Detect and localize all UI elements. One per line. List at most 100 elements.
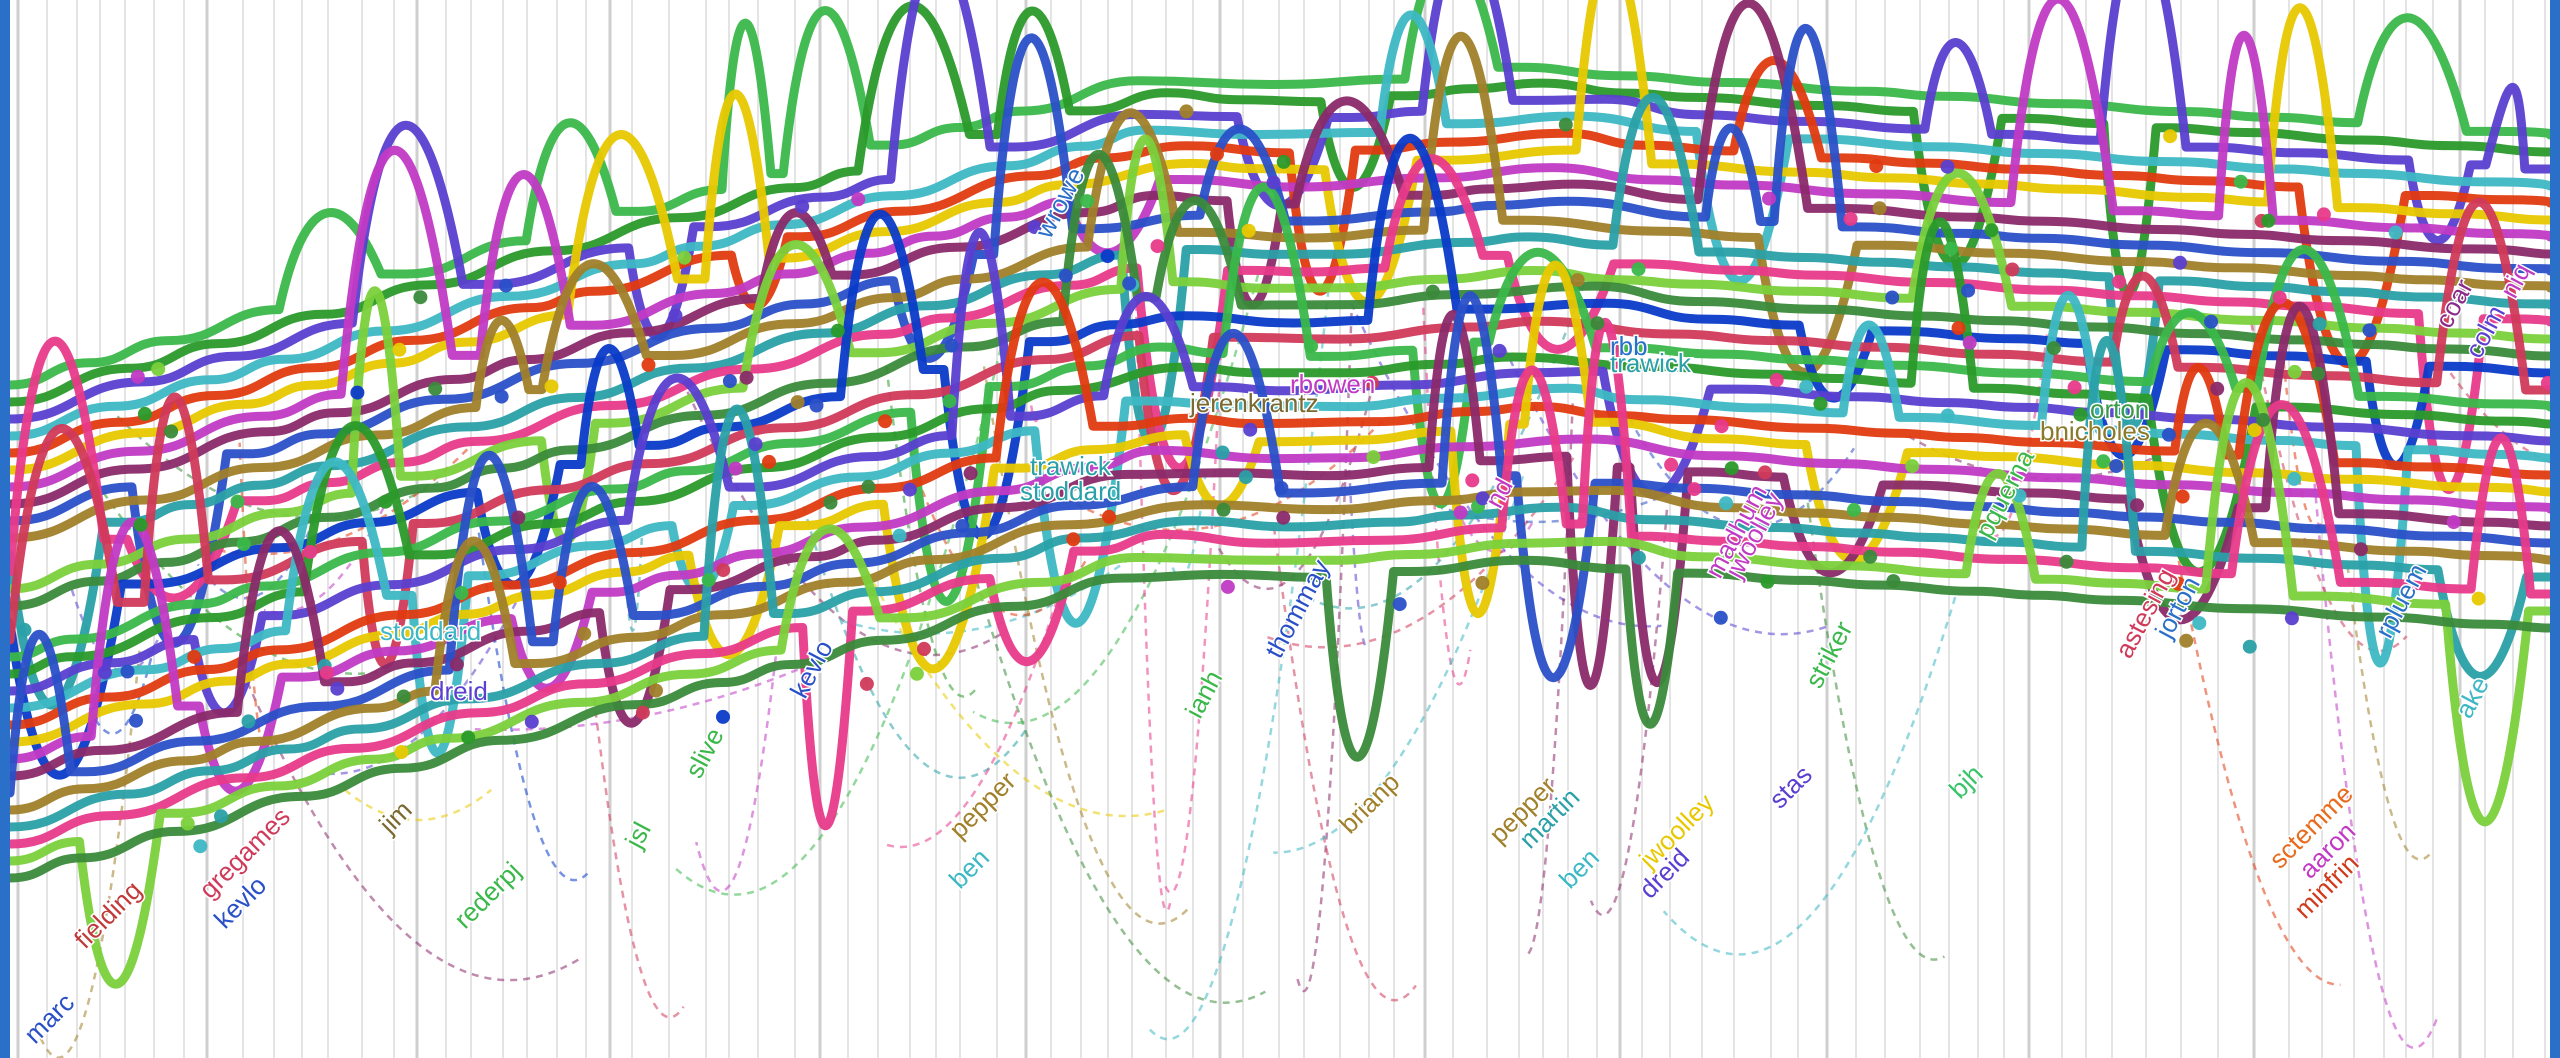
developer-lines — [10, 0, 2550, 989]
event-dot — [1080, 194, 1095, 209]
dashed-connector — [592, 697, 685, 1019]
event-dot — [241, 714, 256, 729]
event-dot — [1714, 419, 1729, 434]
event-dot — [1027, 220, 1042, 234]
event-dot — [1886, 574, 1901, 589]
event-dot — [2046, 341, 2061, 356]
event-dot — [762, 454, 776, 469]
event-dot — [955, 519, 970, 533]
developer-line — [10, 0, 2550, 492]
developer-label: bnicholes — [2040, 416, 2150, 446]
event-dot — [330, 681, 345, 696]
event-dot — [668, 308, 683, 323]
dashed-connector — [1662, 596, 1957, 956]
event-dot — [2471, 591, 2486, 606]
event-dot — [193, 839, 208, 854]
developer-label: striker — [1799, 616, 1859, 693]
event-dot — [2540, 375, 2550, 390]
developer-line — [10, 23, 2550, 648]
event-dot — [1453, 505, 1468, 520]
dashed-connector — [1272, 527, 1417, 1002]
event-dots — [17, 104, 2550, 854]
developer-label: orton — [2090, 394, 2149, 424]
event-dot — [1465, 473, 1480, 488]
event-dot — [878, 414, 893, 429]
event-dot — [2446, 515, 2461, 530]
event-dot — [1760, 574, 1775, 589]
event-dot — [394, 745, 409, 759]
event-dot — [1276, 510, 1291, 525]
event-dot — [1425, 284, 1440, 299]
event-dot — [2316, 207, 2331, 222]
event-dot — [133, 517, 148, 532]
event-dot — [1813, 396, 1828, 411]
event-dot — [350, 385, 365, 400]
event-dot — [1984, 223, 1999, 238]
event-dot — [2261, 213, 2276, 228]
event-dot — [2112, 274, 2127, 289]
event-dot — [1492, 343, 1507, 358]
dashed-connector — [2311, 457, 2438, 1049]
event-dot — [1215, 445, 1230, 460]
event-dot — [1243, 422, 1258, 437]
event-dot — [1631, 550, 1646, 565]
event-dot — [1940, 408, 1955, 423]
event-dot — [917, 641, 931, 656]
developer-label: slive — [679, 723, 730, 783]
event-dot — [494, 389, 509, 404]
event-dot — [909, 666, 924, 681]
dashed-connector — [2279, 335, 2331, 528]
event-dot — [1365, 375, 1379, 390]
developer-label: jsl — [618, 817, 656, 854]
event-dot — [830, 323, 845, 338]
event-dot — [552, 575, 567, 590]
event-dot — [236, 537, 251, 551]
event-dot — [2096, 454, 2111, 469]
event-dot — [701, 573, 716, 588]
dashed-connector — [1134, 277, 1172, 913]
event-dot — [1724, 461, 1739, 476]
event-dot — [1058, 268, 1073, 283]
developer-label: marc — [18, 987, 80, 1049]
event-dot — [137, 406, 152, 421]
developer-line — [10, 150, 2550, 611]
dashed-connector — [672, 348, 1002, 896]
event-dot — [1066, 532, 1081, 547]
event-dot — [2362, 323, 2377, 338]
event-dot — [1843, 211, 1858, 226]
event-dot — [2192, 616, 2207, 631]
dashed-connector — [238, 442, 274, 758]
developer-line — [10, 434, 2550, 796]
developer-line — [10, 0, 2550, 475]
event-dot — [511, 510, 526, 525]
event-dot — [1179, 104, 1194, 119]
event-dot — [2353, 542, 2368, 557]
developer-label: stoddard — [380, 616, 481, 646]
event-dot — [2453, 288, 2468, 303]
event-dot — [1951, 321, 1966, 336]
event-dot — [230, 494, 245, 509]
event-dot — [635, 705, 650, 720]
dashed-connector — [1267, 457, 1575, 649]
event-dot — [1238, 470, 1253, 485]
event-dot — [2256, 412, 2271, 427]
event-dot — [2287, 364, 2302, 379]
event-dot — [716, 563, 731, 578]
dashed-connector — [686, 391, 1008, 657]
event-dot — [2179, 633, 2194, 648]
event-dot — [1962, 335, 1977, 350]
event-dot — [2233, 174, 2248, 189]
event-dot — [1216, 502, 1231, 517]
event-dot — [2171, 576, 2186, 591]
event-dot — [1769, 373, 1784, 387]
event-dot — [1847, 502, 1861, 517]
event-dot — [2311, 366, 2326, 381]
developer-line — [10, 154, 2550, 603]
event-dot — [859, 676, 874, 691]
event-dot — [1150, 239, 1165, 254]
event-dot — [2242, 639, 2257, 654]
dashed-connector — [1295, 312, 1353, 993]
developer-label: rbb — [1610, 331, 1648, 361]
event-dot — [1713, 610, 1728, 625]
dashed-connector — [235, 657, 582, 982]
